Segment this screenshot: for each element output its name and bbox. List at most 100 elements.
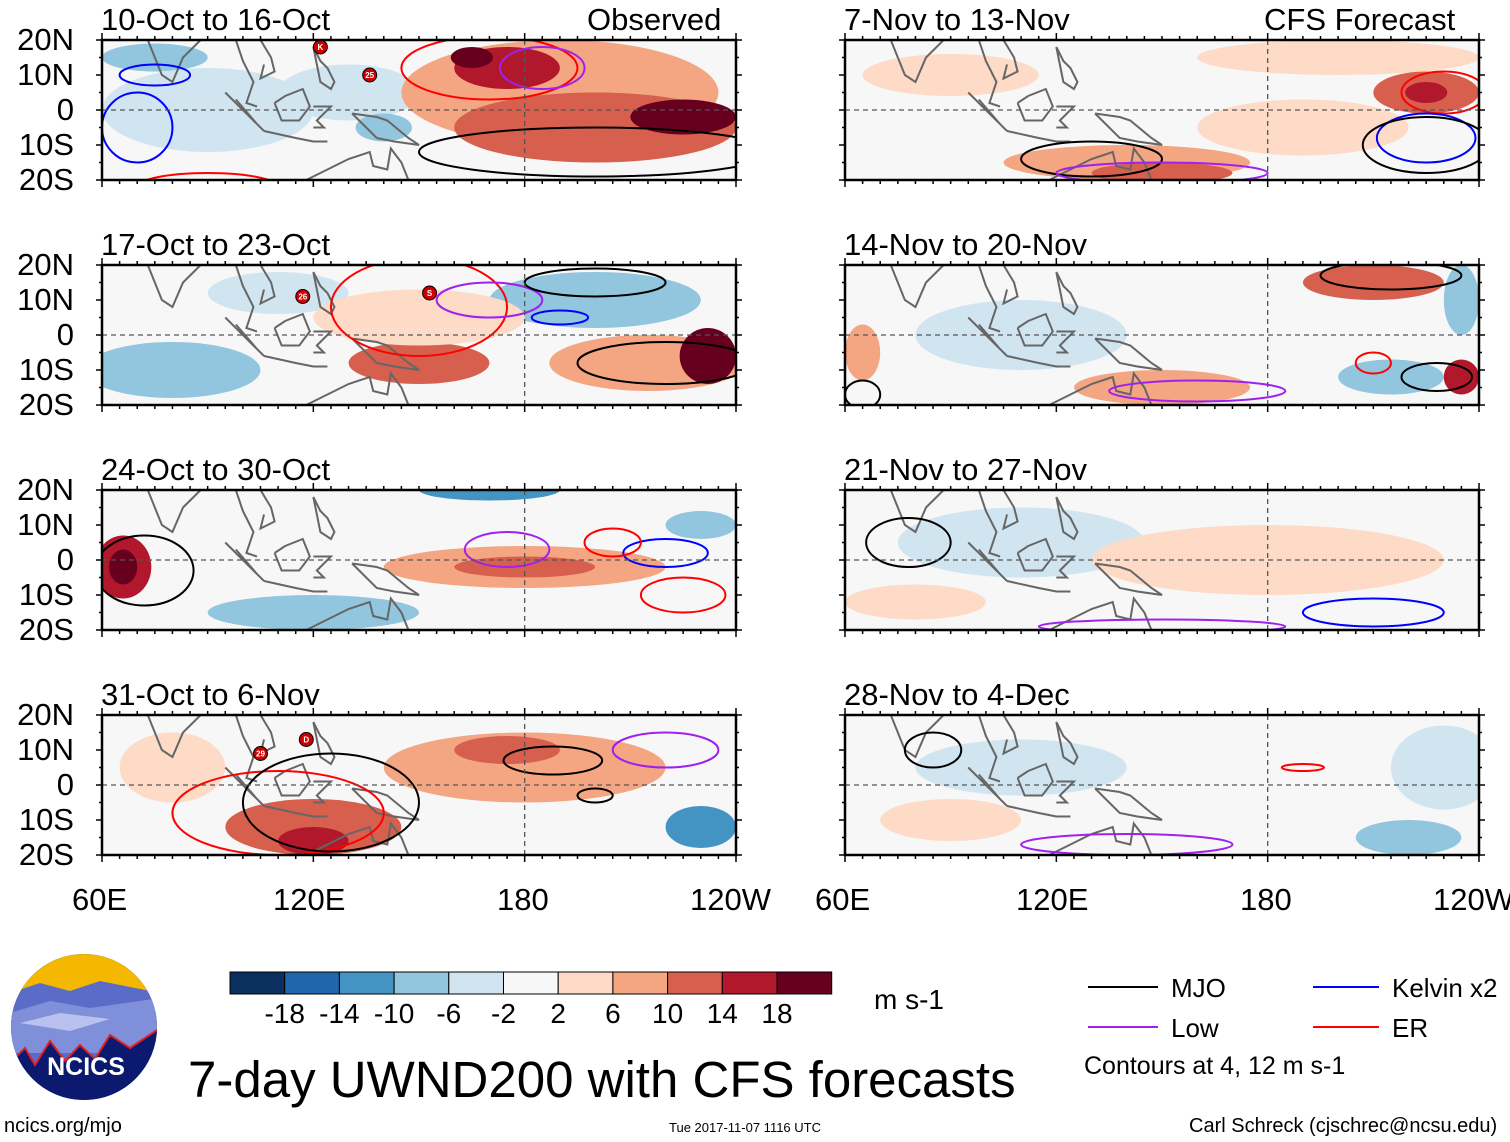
- wave-contour: [1375, 112, 1477, 164]
- lat-label: 20N: [17, 247, 74, 282]
- lat-label: 10S: [18, 352, 74, 387]
- lat-label: 10N: [17, 732, 74, 767]
- wind-anomaly-shading: [1091, 162, 1233, 180]
- wave-contour: [435, 281, 544, 319]
- colorbar-swatch: [776, 971, 833, 995]
- coastline: [1047, 596, 1153, 630]
- wind-anomaly-shading: [1338, 359, 1444, 395]
- coastline: [273, 537, 311, 572]
- colorbar-swatch: [229, 971, 286, 995]
- wave-contour: [499, 46, 586, 90]
- coastline: [312, 271, 336, 316]
- coastline: [1016, 87, 1054, 122]
- lat-label: 20S: [18, 162, 74, 197]
- coastline: [263, 130, 328, 143]
- ncics-logo: NCICS: [11, 954, 157, 1100]
- lat-label: 10N: [17, 507, 74, 542]
- wind-anomaly-shading: [915, 739, 1127, 796]
- website-link[interactable]: ncics.org/mjo: [4, 1115, 122, 1137]
- colorbar-tick-label: 14: [707, 998, 738, 1029]
- wind-anomaly-shading: [419, 490, 560, 501]
- wind-anomaly-shading: [454, 556, 596, 578]
- panel-title: 28-Nov to 4-Dec: [844, 677, 1070, 712]
- coastline: [1006, 805, 1071, 818]
- wind-anomaly-shading: [1373, 71, 1479, 114]
- coastline: [312, 496, 336, 541]
- coastline: [1056, 780, 1077, 804]
- wind-anomaly-shading: [1443, 359, 1479, 395]
- coastline: [889, 40, 945, 84]
- panel-title: 17-Oct to 23-Oct: [101, 227, 331, 262]
- coastline: [351, 112, 420, 146]
- wind-anomaly-shading: [862, 54, 1039, 96]
- coastline: [1002, 715, 1019, 756]
- coastline: [304, 596, 410, 630]
- coastline: [313, 330, 334, 354]
- coastline: [313, 105, 334, 129]
- coastline: [1056, 105, 1077, 129]
- legend-line-kelvin: [1313, 986, 1379, 988]
- coastline: [1055, 46, 1079, 91]
- observed-label: Observed: [587, 2, 722, 37]
- wave-contour: [576, 787, 614, 804]
- coastline: [351, 787, 420, 821]
- wind-anomaly-shading: [549, 335, 736, 391]
- coastline: [259, 40, 276, 81]
- coastline: [1006, 580, 1071, 593]
- wind-anomaly-shading: [225, 799, 402, 855]
- colorbar: -18 -14 -10 -6 -2 2 6 10 14 18: [229, 971, 833, 1029]
- wind-anomaly-shading: [665, 511, 736, 539]
- wave-contour: [329, 265, 509, 357]
- wave-contour: [576, 341, 736, 385]
- wind-anomaly-shading: [665, 806, 736, 848]
- wave-contour: [903, 731, 963, 769]
- legend-line-er: [1313, 1026, 1379, 1028]
- storm-label: 26: [298, 293, 307, 302]
- wind-anomaly-shading: [102, 68, 314, 152]
- wind-anomaly-shading: [880, 799, 1022, 841]
- wave-contour: [530, 309, 590, 326]
- wave-contour: [171, 770, 385, 855]
- coastline: [263, 355, 328, 368]
- author-credit: Carl Schreck (cjschrec@ncsu.edu): [1189, 1115, 1498, 1137]
- timestamp: Tue 2017-11-07 1116 UTC: [669, 1120, 821, 1135]
- wave-contour: [502, 745, 604, 776]
- legend-label-mjo: MJO: [1171, 973, 1226, 1003]
- coastline: [1094, 112, 1163, 146]
- wind-anomaly-shading: [278, 827, 349, 855]
- coastline: [977, 40, 1001, 108]
- coastline: [259, 490, 276, 531]
- tropical-cyclone-icon: 25: [362, 67, 378, 83]
- coastline: [1094, 337, 1163, 371]
- wave-contour: [118, 63, 192, 87]
- wind-anomaly-shading: [630, 99, 736, 135]
- coastline: [1006, 130, 1071, 143]
- wind-anomaly-shading: [1405, 82, 1448, 103]
- coastline: [1055, 271, 1079, 316]
- wind-anomaly-shading: [102, 342, 261, 398]
- coastline: [224, 316, 265, 357]
- wind-anomaly-shading: [915, 300, 1127, 370]
- legend-label-kelvin: Kelvin x2: [1392, 973, 1498, 1003]
- colorbar-tick-label: -10: [374, 998, 414, 1029]
- coastline: [977, 265, 1001, 333]
- wave-contour: [1361, 116, 1479, 174]
- wind-anomaly-shading: [454, 47, 560, 89]
- coastline: [146, 490, 202, 534]
- coastline: [967, 541, 1008, 582]
- wind-anomaly-shading: [207, 595, 419, 630]
- wind-anomaly-shading: [383, 546, 666, 588]
- lon-label-120w-right: 120W: [1433, 882, 1510, 917]
- coastline: [259, 265, 276, 306]
- coastline: [224, 766, 265, 807]
- wave-contour: [611, 731, 720, 769]
- coastline: [889, 265, 945, 309]
- coastline: [146, 40, 202, 84]
- lat-label: 0: [56, 767, 74, 802]
- wind-anomaly-shading: [454, 92, 736, 163]
- wind-anomaly-shading: [845, 584, 986, 620]
- lat-label: 20S: [18, 837, 74, 872]
- wind-anomaly-shading: [1302, 265, 1444, 300]
- logo-text: NCICS: [47, 1053, 125, 1081]
- wind-anomaly-shading: [102, 535, 152, 599]
